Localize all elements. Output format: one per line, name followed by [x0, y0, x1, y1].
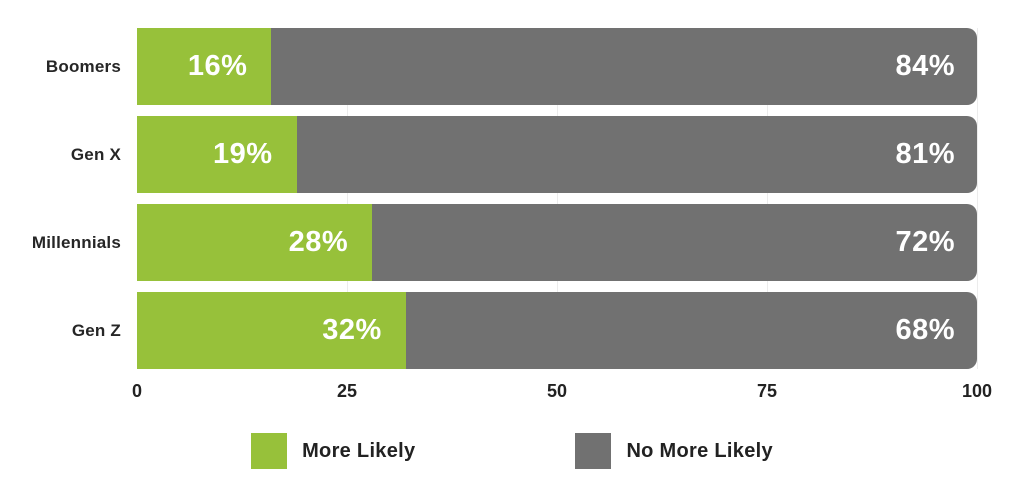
no-more-likely-segment: 84%: [271, 28, 977, 105]
more-likely-segment: 32%: [137, 292, 406, 369]
gridline: [977, 28, 978, 369]
no-more-likely-segment: 81%: [296, 116, 977, 193]
segment-value-label: 72%: [895, 226, 955, 258]
gridline: [767, 28, 768, 369]
legend-item-no-more-likely: No More Likely: [575, 433, 773, 469]
x-tick: 0: [131, 381, 143, 401]
bar-row: Gen X 19% 81%: [71, 116, 977, 193]
legend: More Likely No More Likely: [0, 433, 1024, 469]
segment-value-label: 84%: [895, 50, 955, 82]
legend-swatch-no-more-likely: [575, 433, 612, 469]
segment-value-label: 19%: [213, 138, 273, 170]
gridline: [347, 28, 348, 369]
no-more-likely-segment: 68%: [405, 292, 977, 369]
more-likely-segment: 28%: [137, 204, 373, 281]
x-axis: 0 25 50 75 100: [132, 381, 992, 403]
gridline: [557, 28, 558, 369]
x-tick: 50: [546, 381, 568, 401]
bar-row: Gen Z 32% 68%: [72, 292, 977, 369]
category-label: Boomers: [45, 56, 121, 76]
category-label: Gen X: [70, 144, 121, 164]
more-likely-segment: 16%: [137, 28, 272, 105]
segment-value-label: 81%: [895, 138, 955, 170]
legend-label-more-likely: More Likely: [302, 439, 416, 462]
legend-swatch-more-likely: [251, 433, 288, 469]
category-label: Millennials: [31, 232, 121, 252]
x-tick: 75: [756, 381, 778, 401]
bar-row: Millennials 28% 72%: [32, 204, 977, 281]
x-tick: 25: [336, 381, 358, 401]
category-label: Gen Z: [71, 320, 121, 340]
no-more-likely-segment: 72%: [372, 204, 977, 281]
segment-value-label: 68%: [895, 314, 955, 346]
x-tick: 100: [961, 381, 993, 401]
gridlines: [137, 28, 978, 369]
plot-area: Boomers 16% 84% Gen X 19%: [32, 28, 992, 403]
segment-value-label: 28%: [288, 226, 349, 258]
bar-row: Boomers 16% 84%: [46, 28, 977, 105]
more-likely-segment: 19%: [137, 116, 297, 193]
legend-label-no-more-likely: No More Likely: [626, 439, 773, 462]
segment-value-label: 32%: [322, 314, 382, 346]
legend-item-more-likely: More Likely: [251, 433, 415, 469]
segment-value-label: 16%: [187, 50, 248, 82]
